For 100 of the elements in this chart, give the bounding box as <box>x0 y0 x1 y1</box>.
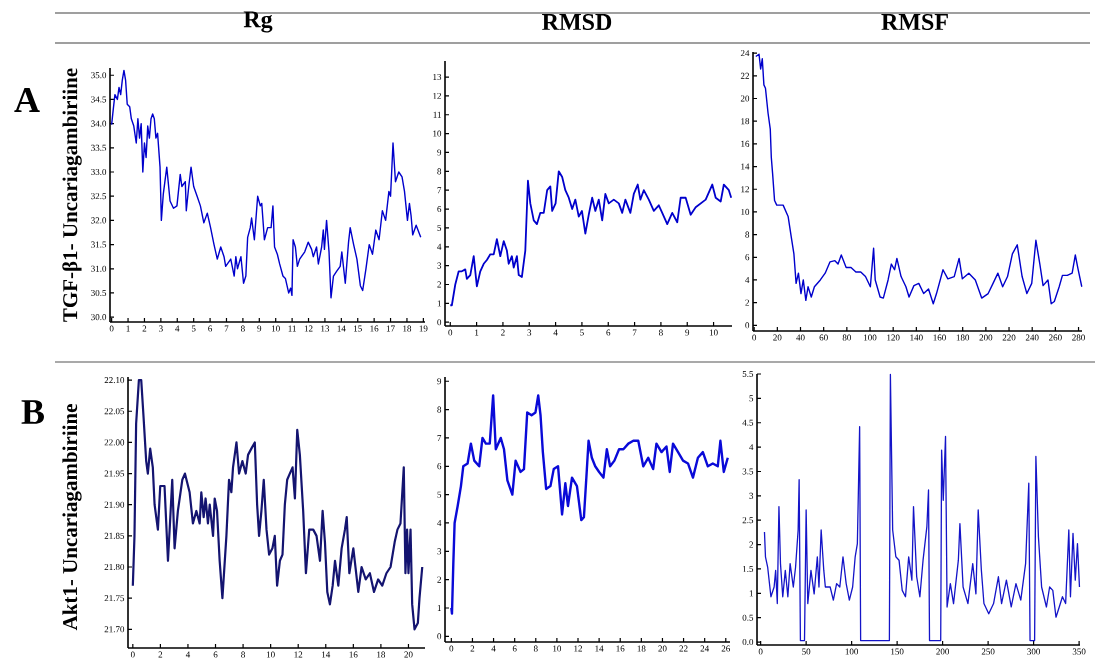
x-tick-label: 10 <box>271 325 280 332</box>
x-tick-label: 4 <box>553 329 558 336</box>
y-tick-label: 18 <box>741 118 750 125</box>
x-tick-label: 50 <box>802 648 811 655</box>
y-tick-label: 13 <box>433 74 442 81</box>
y-tick-label: 31.5 <box>91 241 107 248</box>
y-tick-label: 0.0 <box>742 639 754 646</box>
x-tick-label: 16 <box>616 645 625 652</box>
y-tick-label: 4 <box>437 520 442 526</box>
x-tick-label: 8 <box>241 651 245 658</box>
x-tick-label: 0 <box>130 651 135 658</box>
y-tick-label: 11 <box>433 111 441 118</box>
x-tick-label: 220 <box>1002 334 1016 341</box>
y-tick-label: 8 <box>745 231 750 238</box>
x-tick-label: 5 <box>580 329 584 336</box>
text: B <box>21 400 44 424</box>
x-tick-label: 260 <box>1049 334 1062 341</box>
x-tick-label: 16 <box>349 651 358 658</box>
y-tick-label: 5 <box>749 395 754 402</box>
x-tick-label: 240 <box>1025 334 1039 341</box>
x-tick-label: 6 <box>606 329 611 336</box>
chart-title: RMSF <box>881 13 948 31</box>
y-tick-label: 1 <box>437 605 441 611</box>
x-tick-label: 24 <box>700 645 710 652</box>
y-tick-label: 5.5 <box>742 370 754 377</box>
y-tick-label: 2 <box>745 299 749 306</box>
x-tick-label: 8 <box>659 329 663 336</box>
x-tick-label: 12 <box>574 645 582 652</box>
y-tick-label: 33.5 <box>91 144 107 151</box>
line-series <box>755 53 1083 305</box>
y-tick-label: 4 <box>437 243 442 250</box>
y-tick-label: 1.5 <box>743 565 754 572</box>
y-tick-label: 33.0 <box>91 168 107 176</box>
y-tick-label: 30.5 <box>91 289 107 297</box>
y-tick-label: 31.0 <box>91 265 107 272</box>
x-tick-label: 4 <box>175 325 180 332</box>
x-tick-label: 11 <box>288 325 296 332</box>
y-tick-label: 22 <box>740 72 749 79</box>
y-axis-title: TGF-β1- Uncariagambiriine <box>62 68 82 322</box>
x-tick-label: 12 <box>294 651 303 658</box>
x-tick-label: 16 <box>370 325 379 332</box>
y-tick-label: 3 <box>749 492 754 499</box>
y-tick-label: 12 <box>433 92 441 99</box>
x-tick-label: 100 <box>864 334 877 341</box>
x-tick-label: 100 <box>845 648 859 655</box>
y-tick-label: 20 <box>740 95 750 102</box>
x-tick-label: 1 <box>475 329 479 336</box>
x-tick-label: 120 <box>887 334 900 341</box>
y-tick-label: 5 <box>437 224 442 231</box>
y-tick-label: 32.5 <box>91 193 107 200</box>
y-tick-label: 5 <box>437 491 442 498</box>
y-tick-label: 7 <box>437 434 442 441</box>
x-tick-label: 14 <box>337 325 346 332</box>
y-tick-label: 21.80 <box>104 563 125 571</box>
y-tick-label: 8 <box>437 406 442 413</box>
x-tick-label: 200 <box>936 648 950 655</box>
x-tick-label: 4 <box>491 645 496 652</box>
x-tick-label: 300 <box>1027 648 1041 655</box>
x-tick-label: 3 <box>159 325 163 332</box>
x-tick-label: 180 <box>956 334 970 341</box>
y-tick-label: 2 <box>749 541 753 548</box>
chart-title: RMSD <box>542 13 612 31</box>
x-tick-label: 350 <box>1072 648 1086 655</box>
x-tick-label: 14 <box>322 651 331 658</box>
y-tick-label: 1 <box>749 590 753 597</box>
x-tick-label: 12 <box>304 325 313 332</box>
x-tick-label: 20 <box>404 651 413 658</box>
x-tick-label: 0 <box>758 648 763 655</box>
y-tick-label: 4 <box>749 444 754 451</box>
x-tick-label: 200 <box>979 334 993 341</box>
y-tick-label: 8 <box>437 168 442 175</box>
y-tick-label: 9 <box>437 378 442 385</box>
x-tick-label: 20 <box>773 334 782 341</box>
x-tick-label: 0 <box>449 645 454 652</box>
y-tick-label: 2 <box>437 576 441 583</box>
x-tick-label: 160 <box>933 334 946 341</box>
y-tick-label: 22.00 <box>104 439 125 446</box>
x-tick-label: 80 <box>842 334 851 341</box>
x-tick-label: 280 <box>1072 334 1085 341</box>
y-tick-label: 3 <box>437 548 442 555</box>
x-tick-label: 14 <box>595 645 604 652</box>
y-tick-label: 4.5 <box>742 419 754 426</box>
y-tick-label: 6 <box>437 206 442 213</box>
y-tick-label: 10 <box>433 130 442 137</box>
x-tick-label: 2 <box>142 325 147 332</box>
x-tick-label: 6 <box>213 651 218 658</box>
y-tick-label: 24 <box>740 50 750 57</box>
y-tick-label: 12 <box>741 186 749 193</box>
y-tick-label: 0 <box>437 633 442 640</box>
y-tick-label: 21.75 <box>104 595 125 602</box>
line-series <box>763 373 1081 642</box>
x-tick-label: 10 <box>553 645 562 652</box>
y-tick-label: 0.5 <box>742 614 754 621</box>
y-tick-label: 2 <box>437 281 441 288</box>
x-tick-label: 5 <box>191 325 196 332</box>
x-tick-label: 8 <box>533 645 538 652</box>
y-tick-label: 16 <box>741 140 750 147</box>
x-tick-label: 4 <box>185 651 191 658</box>
y-tick-label: 21.70 <box>104 626 125 633</box>
x-tick-label: 140 <box>910 334 923 341</box>
